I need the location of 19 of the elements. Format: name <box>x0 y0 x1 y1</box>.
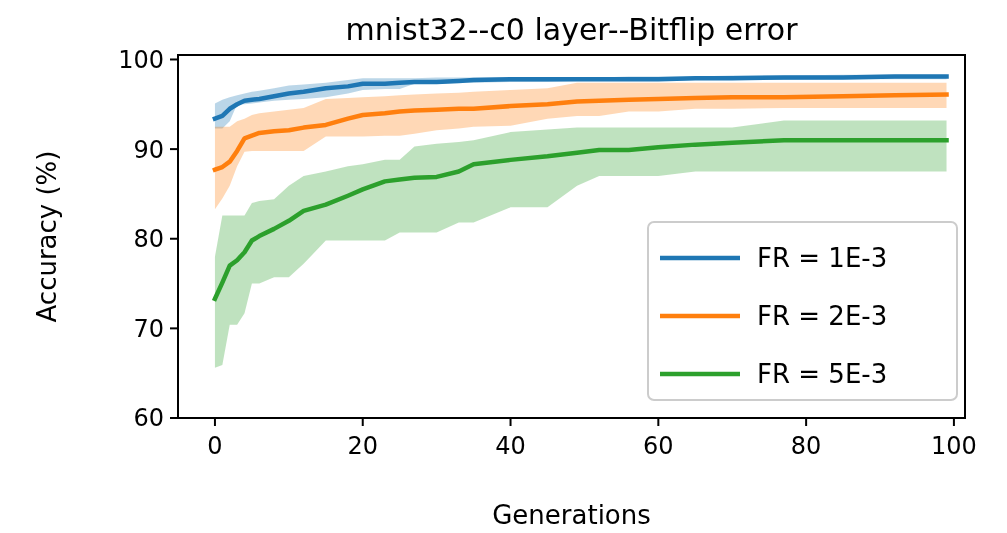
x-axis-title: Generations <box>492 500 651 530</box>
y-tick-label: 60 <box>133 404 164 433</box>
y-tick-label: 80 <box>133 225 164 254</box>
x-tick-label: 60 <box>643 432 674 460</box>
x-tick-label: 100 <box>931 432 977 460</box>
y-axis-title: Accuracy (%) <box>32 150 62 323</box>
chart-title: mnist32--c0 layer--Bitflip error <box>345 12 799 47</box>
legend-label: FR = 2E-3 <box>757 301 888 332</box>
x-tick-label: 0 <box>207 432 223 460</box>
y-tick-label: 100 <box>118 45 164 74</box>
y-tick-label: 90 <box>133 135 164 164</box>
x-tick-label: 80 <box>790 432 822 460</box>
y-tick-label: 70 <box>133 314 164 343</box>
x-tick-label: 20 <box>347 432 379 460</box>
legend-label: FR = 1E-3 <box>757 243 888 274</box>
x-tick-label: 40 <box>495 432 526 460</box>
line-series <box>212 137 949 302</box>
line-series <box>212 92 949 172</box>
legend-label: FR = 5E-3 <box>757 359 888 390</box>
